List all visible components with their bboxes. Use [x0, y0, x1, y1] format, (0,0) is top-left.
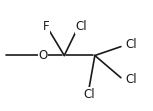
Text: O: O: [38, 49, 47, 62]
Text: Cl: Cl: [83, 88, 95, 101]
Text: F: F: [43, 20, 49, 33]
Text: Cl: Cl: [125, 38, 137, 51]
Text: Cl: Cl: [125, 73, 137, 86]
Text: Cl: Cl: [75, 20, 87, 33]
